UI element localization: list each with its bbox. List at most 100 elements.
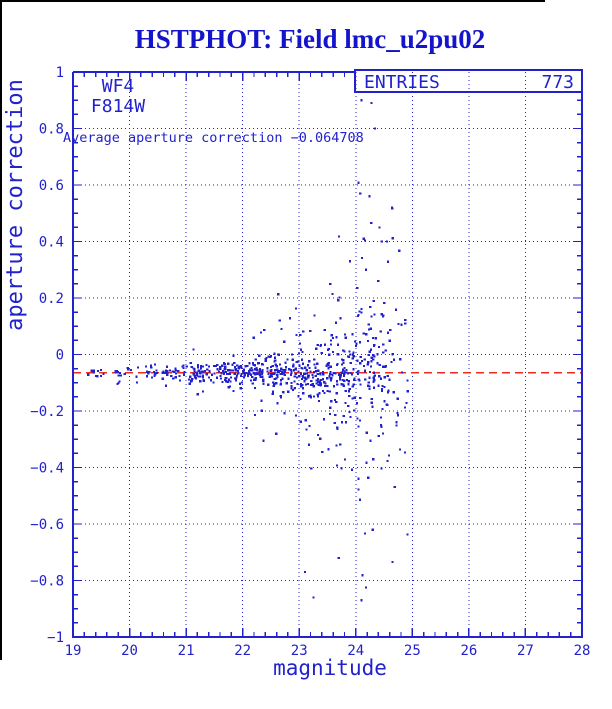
data-point xyxy=(322,373,325,376)
data-point xyxy=(301,374,304,378)
data-point xyxy=(316,372,319,375)
data-point xyxy=(274,356,277,359)
data-point xyxy=(376,353,379,356)
data-point xyxy=(252,378,255,381)
data-point xyxy=(382,365,385,368)
data-point xyxy=(174,372,178,375)
data-point xyxy=(278,319,281,322)
data-point xyxy=(388,454,391,457)
y-tick-label: 1 xyxy=(56,65,64,81)
data-point xyxy=(384,349,387,352)
data-point xyxy=(332,371,335,375)
data-point xyxy=(297,360,300,363)
data-point xyxy=(373,313,376,316)
data-point xyxy=(342,362,345,365)
data-point xyxy=(283,412,286,415)
data-point xyxy=(174,369,177,372)
data-point xyxy=(313,314,316,317)
data-point xyxy=(311,383,314,386)
data-point xyxy=(272,385,275,388)
data-point xyxy=(293,369,296,372)
data-point xyxy=(316,344,319,347)
data-point xyxy=(383,400,386,403)
data-point xyxy=(96,375,99,378)
data-point xyxy=(348,350,351,353)
data-point xyxy=(309,329,312,333)
data-point xyxy=(344,336,347,339)
data-point xyxy=(208,370,211,373)
data-point xyxy=(365,461,368,464)
data-point xyxy=(347,383,350,386)
data-point xyxy=(219,367,222,371)
data-point xyxy=(291,353,294,356)
data-point xyxy=(317,400,320,403)
data-point xyxy=(336,426,339,429)
data-point xyxy=(285,382,288,385)
data-point xyxy=(119,371,122,374)
data-point xyxy=(302,392,305,395)
data-point xyxy=(368,387,371,391)
data-point xyxy=(254,358,257,361)
data-point xyxy=(339,317,342,320)
data-point xyxy=(286,358,289,361)
data-point xyxy=(359,192,362,195)
data-point xyxy=(266,370,269,373)
data-point xyxy=(357,378,360,381)
data-point xyxy=(258,369,261,372)
data-point xyxy=(256,373,259,376)
data-point xyxy=(152,370,156,374)
data-point xyxy=(335,444,338,447)
data-point xyxy=(299,348,302,351)
data-point xyxy=(243,374,246,377)
data-point xyxy=(354,340,357,343)
data-point xyxy=(352,368,355,371)
data-point xyxy=(154,373,157,376)
data-point xyxy=(325,364,328,367)
data-point xyxy=(246,364,249,367)
data-point xyxy=(227,378,231,381)
data-point xyxy=(257,362,260,365)
data-point xyxy=(301,387,304,390)
data-point xyxy=(328,353,331,356)
data-point xyxy=(222,371,226,374)
data-point xyxy=(360,99,363,102)
data-point xyxy=(310,467,313,470)
data-point xyxy=(305,383,308,386)
data-point xyxy=(399,358,402,361)
data-point xyxy=(349,260,352,263)
data-point xyxy=(336,343,340,346)
data-point xyxy=(343,458,346,461)
y-tick-label: 0 xyxy=(56,348,64,364)
data-point xyxy=(226,380,229,383)
data-point xyxy=(300,385,303,388)
data-point xyxy=(397,323,400,326)
plot-border-left-bottom-right xyxy=(72,70,583,638)
data-point xyxy=(352,383,355,386)
data-point xyxy=(227,362,230,365)
y-axis-title: aperture correction xyxy=(3,79,28,331)
data-point xyxy=(351,333,354,336)
data-point xyxy=(388,378,391,381)
data-point xyxy=(249,379,252,382)
data-point xyxy=(233,366,236,369)
data-point xyxy=(290,385,293,388)
data-point xyxy=(347,372,350,375)
data-point xyxy=(240,366,243,369)
data-point xyxy=(340,467,343,470)
data-point xyxy=(332,336,335,340)
data-point xyxy=(273,377,276,381)
data-point xyxy=(389,329,392,332)
data-point xyxy=(404,451,407,454)
data-point xyxy=(224,371,227,374)
data-point xyxy=(299,334,302,337)
data-point xyxy=(329,282,332,285)
data-point xyxy=(395,421,398,424)
data-point xyxy=(373,127,377,130)
data-point xyxy=(317,378,320,381)
data-point xyxy=(227,386,230,389)
data-point xyxy=(301,383,304,386)
data-point xyxy=(204,370,207,373)
data-point xyxy=(192,348,195,351)
data-point xyxy=(259,331,263,334)
data-point xyxy=(247,372,250,375)
